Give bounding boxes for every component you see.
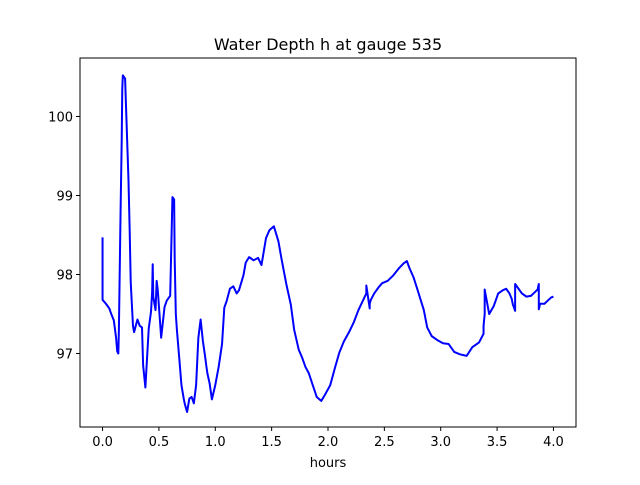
- x-tick-label: 1.5: [261, 435, 282, 450]
- y-tick-label: 100: [48, 110, 73, 125]
- series-layer: [101, 74, 554, 413]
- x-axis: 0.0 0.5 1.0 1.5 2.0 2.5 3.0 3.5 4.0: [92, 427, 564, 450]
- y-tick-label: 97: [56, 348, 73, 363]
- x-axis-label: hours: [310, 456, 347, 471]
- x-tick-label: 1.0: [205, 435, 226, 450]
- y-axis: 97 98 99 100: [48, 110, 80, 363]
- y-tick-label: 98: [56, 269, 73, 284]
- x-tick-label: 3.0: [430, 435, 451, 450]
- series-line-0: [101, 74, 554, 413]
- x-tick-label: 2.0: [318, 435, 339, 450]
- x-tick-label: 0.0: [92, 435, 113, 450]
- x-tick-label: 2.5: [374, 435, 395, 450]
- x-tick-label: 0.5: [149, 435, 170, 450]
- chart-title: Water Depth h at gauge 535: [214, 35, 442, 54]
- x-tick-label: 3.5: [487, 435, 508, 450]
- x-tick-label: 4.0: [543, 435, 564, 450]
- y-tick-label: 99: [56, 189, 73, 204]
